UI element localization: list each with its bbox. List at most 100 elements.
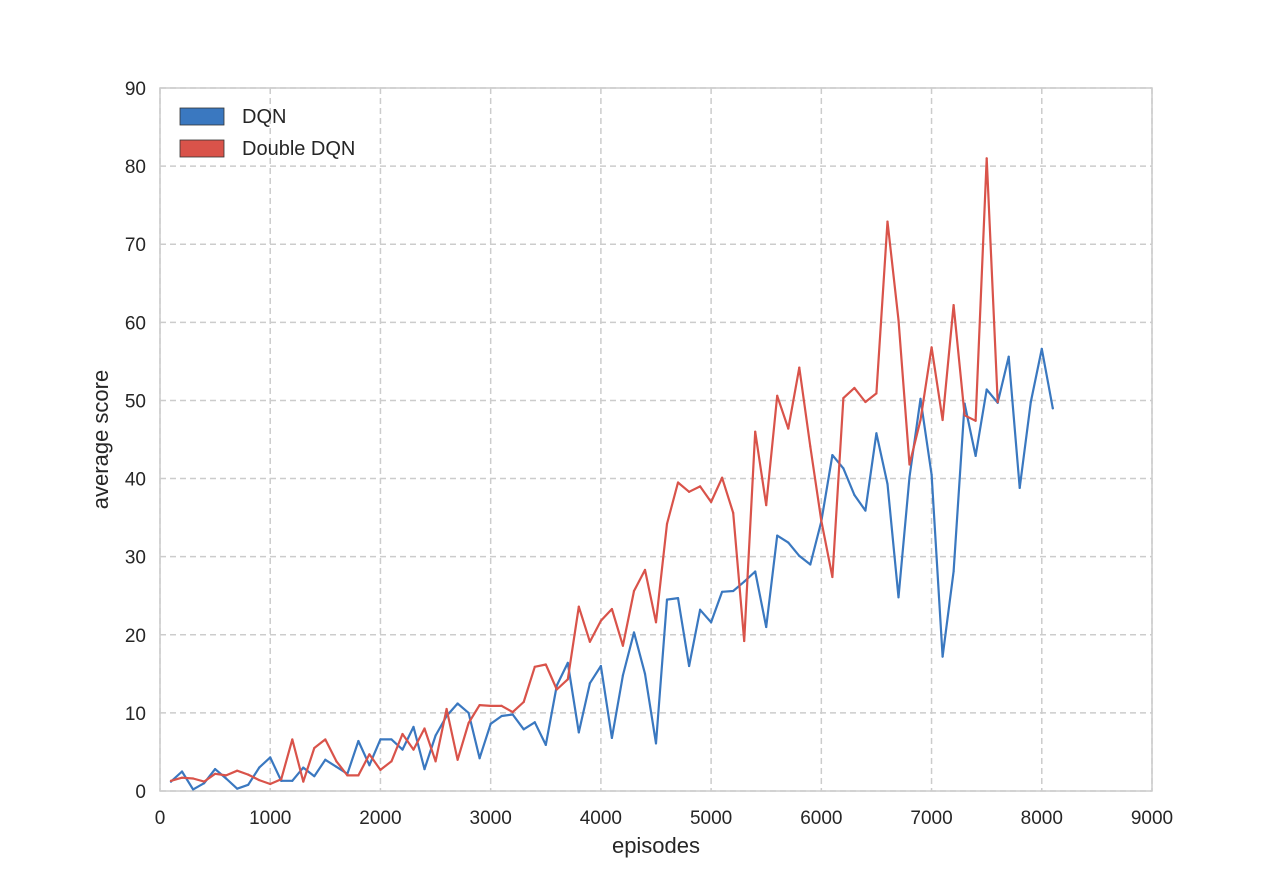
data-point <box>643 672 647 675</box>
data-point <box>864 509 867 512</box>
data-point <box>654 742 658 745</box>
legend-label: Double DQN <box>242 138 355 160</box>
x-tick-label: 2000 <box>359 808 401 829</box>
data-point <box>302 780 305 783</box>
x-tick-label: 3000 <box>470 808 512 829</box>
x-tick-label: 9000 <box>1131 808 1173 829</box>
series-layer <box>169 157 1054 791</box>
data-point <box>842 467 845 470</box>
data-point <box>202 782 206 785</box>
data-point <box>191 788 195 791</box>
data-point <box>886 482 889 486</box>
data-point <box>390 760 393 763</box>
data-point <box>743 639 746 643</box>
data-point <box>478 703 481 707</box>
data-point <box>434 760 437 763</box>
data-point <box>853 493 856 497</box>
x-axis-label: episodes <box>612 833 700 858</box>
data-point <box>236 787 239 790</box>
data-point <box>489 722 492 725</box>
data-point <box>313 775 316 778</box>
legend-swatch <box>179 139 225 158</box>
y-tick-label: 60 <box>125 313 146 334</box>
y-tick-label: 40 <box>125 470 146 491</box>
data-point <box>687 490 691 493</box>
data-point <box>875 392 878 395</box>
data-point <box>941 655 944 658</box>
data-point <box>820 519 823 522</box>
data-point <box>941 418 944 422</box>
data-point <box>401 732 404 736</box>
series-line-double-dqn <box>169 157 999 786</box>
data-point <box>930 473 933 476</box>
data-point <box>974 454 977 458</box>
data-point <box>930 346 933 349</box>
data-point <box>236 769 239 772</box>
data-point <box>1018 486 1021 490</box>
x-axis-ticks: 0 1000 2000 3000 4000 5000 6000 7000 8000 9000 <box>155 808 1173 829</box>
data-point <box>225 774 228 777</box>
data-point <box>258 766 261 769</box>
data-point <box>357 774 360 777</box>
data-point <box>919 397 922 400</box>
legend: DQN Double DQN <box>179 106 355 160</box>
data-point <box>412 748 415 751</box>
y-tick-label: 30 <box>125 548 146 569</box>
data-point <box>676 596 680 600</box>
data-point <box>577 605 580 608</box>
data-point <box>456 758 459 761</box>
data-point <box>423 768 426 771</box>
data-point <box>721 590 724 593</box>
data-point <box>864 400 867 404</box>
data-point <box>335 760 338 763</box>
data-point <box>765 504 768 507</box>
data-point <box>225 777 228 780</box>
data-point <box>247 783 250 786</box>
data-point <box>809 445 812 448</box>
data-point <box>908 475 911 479</box>
data-point <box>489 704 492 707</box>
data-point <box>787 427 790 430</box>
data-point <box>412 725 415 729</box>
data-point <box>500 714 503 718</box>
y-tick-label: 90 <box>125 79 146 100</box>
legend-swatch <box>179 107 225 126</box>
y-tick-label: 80 <box>125 157 146 178</box>
data-point <box>897 596 900 599</box>
data-point <box>831 575 834 579</box>
data-point <box>544 743 547 747</box>
data-point <box>544 663 547 666</box>
data-point <box>732 589 735 593</box>
data-point <box>842 397 845 400</box>
data-point <box>269 756 272 759</box>
y-axis-ticks: 0 10 20 30 40 50 60 70 80 90 <box>125 79 146 803</box>
data-point <box>324 738 327 741</box>
data-point <box>214 772 217 775</box>
grid <box>159 87 1153 792</box>
data-point <box>368 764 371 767</box>
y-axis-label: average score <box>88 370 113 509</box>
data-point <box>511 713 514 716</box>
data-point <box>985 388 988 391</box>
data-point <box>511 711 514 714</box>
data-point <box>1051 407 1054 410</box>
data-point <box>710 621 713 624</box>
data-point <box>566 661 569 664</box>
data-point <box>710 500 713 504</box>
data-point <box>291 738 294 741</box>
data-point <box>676 481 680 484</box>
y-tick-label: 70 <box>125 235 146 256</box>
data-point <box>1007 355 1010 358</box>
data-point <box>610 736 614 739</box>
data-point <box>831 454 834 457</box>
data-point <box>379 738 382 741</box>
data-point <box>302 766 305 769</box>
x-tick-label: 5000 <box>690 808 732 829</box>
x-tick-label: 1000 <box>249 808 291 829</box>
data-point <box>258 778 261 782</box>
data-point <box>522 700 525 704</box>
data-point <box>974 419 977 422</box>
data-point <box>952 570 955 573</box>
y-tick-label: 10 <box>125 704 146 725</box>
